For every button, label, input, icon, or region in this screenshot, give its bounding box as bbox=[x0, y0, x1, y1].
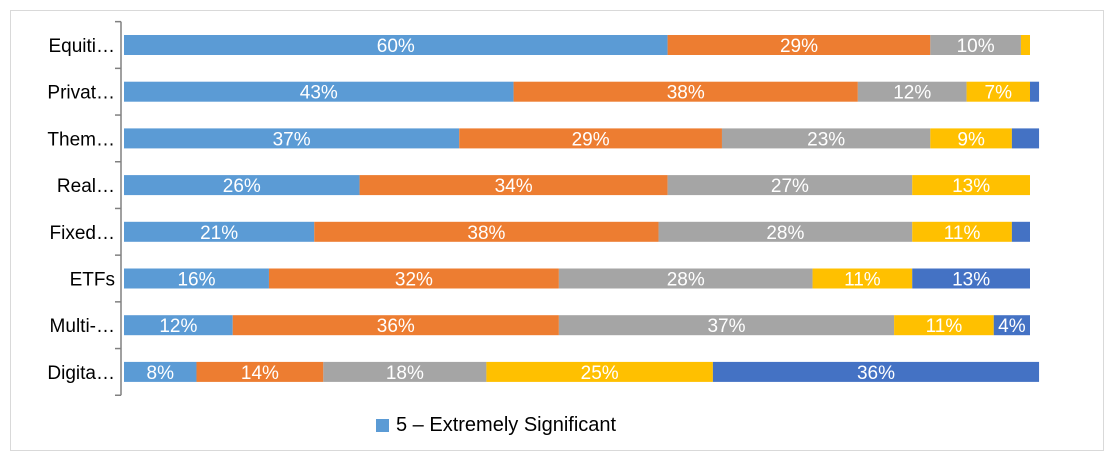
data-label: 60% bbox=[377, 36, 415, 57]
bar-segment bbox=[513, 81, 858, 102]
data-label: 11% bbox=[844, 270, 881, 291]
bar-segment bbox=[857, 81, 967, 102]
data-label: 10% bbox=[957, 36, 995, 57]
data-label: 21% bbox=[200, 223, 238, 244]
bar-segment bbox=[124, 128, 460, 149]
category-label: Digita… bbox=[47, 363, 115, 384]
data-label: 37% bbox=[707, 316, 745, 337]
data-label: 36% bbox=[857, 363, 895, 384]
data-label: 26% bbox=[223, 176, 261, 197]
data-label: 38% bbox=[667, 83, 705, 104]
category-label: Privat… bbox=[47, 83, 115, 104]
category-label: Real… bbox=[57, 176, 115, 197]
data-label: 8% bbox=[147, 363, 175, 384]
data-label: 32% bbox=[395, 270, 433, 291]
data-label: 27% bbox=[771, 176, 809, 197]
data-label: 25% bbox=[581, 363, 619, 384]
bar-segment bbox=[993, 315, 1030, 336]
category-label: Fixed… bbox=[50, 223, 115, 244]
bar-segment bbox=[912, 221, 1012, 242]
bar-segment bbox=[658, 221, 913, 242]
category-label: Equiti… bbox=[48, 36, 115, 57]
data-label: 34% bbox=[495, 176, 533, 197]
bar-segment bbox=[124, 175, 360, 196]
data-label: 18% bbox=[386, 363, 424, 384]
bar-segment bbox=[721, 128, 931, 149]
bar-segment bbox=[1030, 81, 1040, 102]
bar-segment bbox=[894, 315, 994, 336]
data-label: 13% bbox=[952, 176, 990, 197]
data-label: 38% bbox=[467, 223, 505, 244]
data-label: 7% bbox=[985, 83, 1013, 104]
bar-segment bbox=[667, 175, 913, 196]
bar-segment bbox=[558, 315, 895, 336]
data-label: 28% bbox=[667, 270, 705, 291]
category-label: Multi-… bbox=[50, 316, 115, 337]
data-label: 37% bbox=[273, 129, 311, 150]
data-label: 4% bbox=[998, 316, 1026, 337]
bar-segment bbox=[667, 35, 931, 55]
bar-segment bbox=[930, 128, 1012, 149]
bar-segment bbox=[124, 361, 197, 382]
data-label: 29% bbox=[572, 129, 610, 150]
bar-segment bbox=[966, 81, 1030, 102]
category-label: Them… bbox=[47, 129, 115, 150]
data-label: 12% bbox=[159, 316, 197, 337]
bar-segment bbox=[268, 268, 559, 289]
bar-segment bbox=[930, 35, 1021, 55]
bar-segment bbox=[124, 268, 269, 289]
data-label: 11% bbox=[926, 316, 963, 337]
data-label: 16% bbox=[177, 270, 215, 291]
bar-segment bbox=[1011, 221, 1030, 242]
bar-segment bbox=[124, 315, 233, 336]
bar-segment bbox=[459, 128, 722, 149]
bar-segment bbox=[712, 361, 1040, 382]
bar-segment bbox=[912, 175, 1030, 196]
bar-segment bbox=[196, 361, 324, 382]
data-label: 29% bbox=[780, 36, 818, 57]
bar-segment bbox=[124, 221, 315, 242]
data-label: 43% bbox=[300, 83, 338, 104]
bar-segment bbox=[812, 268, 913, 289]
data-label: 9% bbox=[957, 129, 985, 150]
bar-segment bbox=[323, 361, 487, 382]
bar-segment bbox=[232, 315, 559, 336]
data-label: 11% bbox=[944, 223, 981, 244]
bar-segment bbox=[359, 175, 668, 196]
data-label: 36% bbox=[377, 316, 415, 337]
legend-label: 5 – Extremely Significant bbox=[396, 414, 617, 436]
bar-segment bbox=[486, 361, 713, 382]
bar-segment bbox=[1011, 128, 1040, 149]
data-label: 14% bbox=[241, 363, 279, 384]
bar-segment bbox=[558, 268, 813, 289]
bar-segment bbox=[124, 35, 668, 55]
category-axis bbox=[115, 20, 122, 396]
bar-segment bbox=[912, 268, 1030, 289]
bar-segment bbox=[1020, 35, 1030, 55]
category-labels: Equiti… Privat… Them… Real… Fixed… ETFs Multi-… bbox=[47, 36, 115, 384]
data-label: 13% bbox=[952, 270, 990, 291]
data-label: 28% bbox=[766, 223, 804, 244]
legend-swatch bbox=[376, 419, 389, 432]
bar-segment bbox=[124, 81, 514, 102]
legend: 5 – Extremely Significant bbox=[376, 414, 616, 437]
bar-segment bbox=[314, 221, 659, 242]
data-label: 12% bbox=[893, 83, 931, 104]
bars-group: 60% 29% 10% 43% 38% 12% 7% 37% 29% 23% 9% 26% 34% 27%… bbox=[124, 35, 1040, 384]
category-label: ETFs bbox=[70, 270, 115, 291]
data-label: 23% bbox=[807, 129, 845, 150]
